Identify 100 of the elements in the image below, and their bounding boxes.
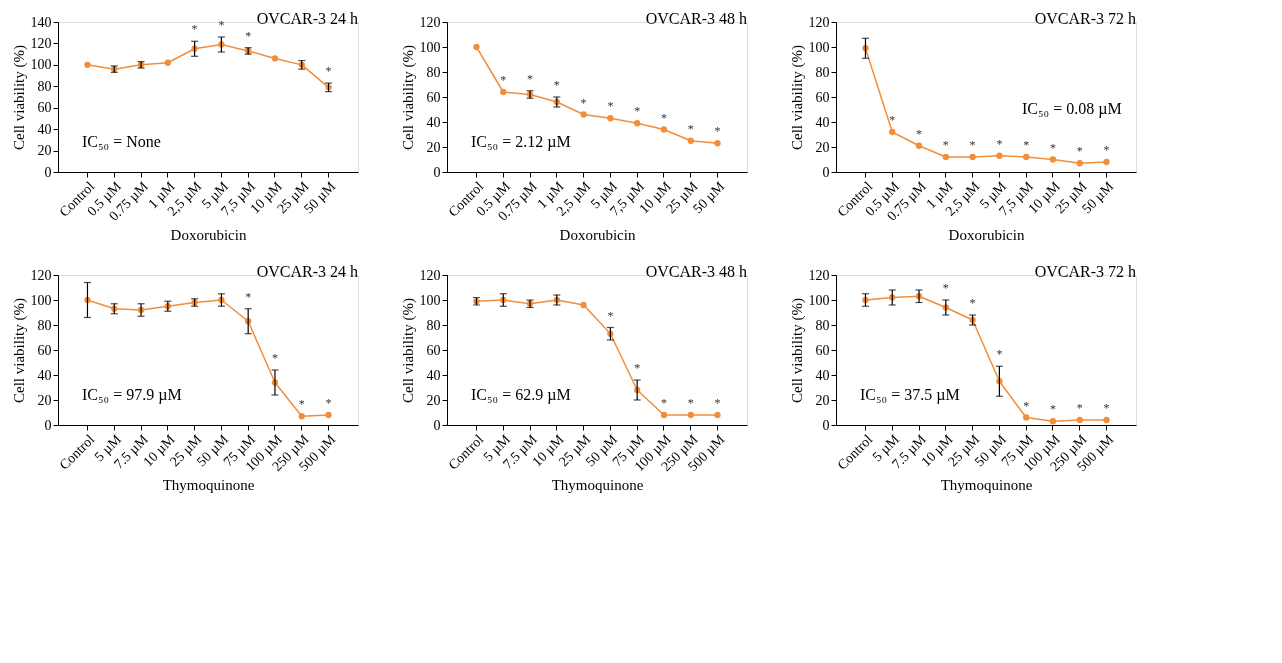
annotation: * — [1103, 143, 1110, 157]
y-tick-label: 0 — [433, 417, 441, 433]
y-tick-label: 0 — [433, 164, 441, 180]
annotation: * — [634, 361, 641, 375]
x-axis-title: Thymoquinone — [162, 477, 255, 494]
annotation: * — [687, 396, 694, 410]
y-axis-title: Cell viability (%) — [10, 45, 28, 150]
y-tick-label: 80 — [426, 317, 441, 333]
chart-title: OVCAR-3 24 h — [256, 263, 358, 280]
annotation: * — [889, 113, 896, 127]
annotation: * — [996, 136, 1003, 151]
y-axis-title: Cell viability (%) — [399, 298, 417, 403]
y-tick-label: 80 — [426, 64, 441, 80]
annotation: * — [1023, 138, 1030, 152]
y-tick-label: 120 — [30, 267, 52, 283]
chart-title: OVCAR-3 72 h — [1034, 263, 1136, 280]
annotation: * — [1049, 402, 1056, 417]
annotation: * — [969, 296, 976, 310]
annotation: IC₅₀ = 62.9 µM — [471, 386, 571, 404]
y-tick-label: 20 — [815, 392, 830, 408]
y-tick-label: 40 — [426, 367, 441, 383]
y-axis-title: Cell viability (%) — [399, 45, 417, 150]
y-tick-label: 120 — [30, 35, 52, 51]
annotation: * — [714, 124, 721, 139]
y-tick-label: 60 — [426, 89, 441, 105]
y-tick-label: 20 — [426, 392, 441, 408]
annotation: * — [271, 351, 278, 365]
y-tick-label: 100 — [419, 292, 441, 308]
annotation: * — [607, 308, 614, 323]
annotation: * — [1049, 140, 1056, 155]
y-tick-label: 0 — [822, 164, 830, 180]
annotation: * — [687, 121, 694, 136]
x-axis-title: Thymoquinone — [551, 477, 644, 494]
annotation: * — [969, 138, 976, 152]
annotation: * — [191, 22, 198, 37]
annotation: * — [942, 281, 949, 295]
y-tick-label: 120 — [808, 14, 830, 30]
annotation: * — [1076, 144, 1083, 159]
annotation: * — [1103, 401, 1110, 415]
y-tick-label: 0 — [44, 417, 52, 433]
annotation: * — [218, 18, 225, 32]
y-tick-label: 100 — [419, 39, 441, 55]
y-tick-label: 60 — [426, 342, 441, 358]
annotation: IC₅₀ = 97.9 µM — [82, 386, 182, 404]
y-axis-title: Cell viability (%) — [788, 45, 806, 150]
annotation: * — [325, 64, 332, 79]
annotation: * — [714, 396, 721, 410]
annotation: * — [660, 396, 667, 410]
y-tick-label: 20 — [37, 392, 52, 408]
x-axis-title: Doxorubicin — [559, 226, 636, 243]
y-tick-label: 40 — [426, 114, 441, 130]
annotation: * — [298, 397, 305, 412]
y-tick-label: 100 — [808, 292, 830, 308]
annotation: * — [942, 138, 949, 152]
y-tick-label: 0 — [822, 417, 830, 433]
annotation: IC₅₀ = 0.08 µM — [1022, 100, 1122, 118]
annotation: * — [996, 347, 1003, 362]
annotation: * — [660, 110, 667, 125]
y-tick-label: 20 — [426, 139, 441, 155]
annotation: * — [916, 126, 923, 141]
y-tick-label: 40 — [37, 121, 52, 137]
y-tick-label: 120 — [419, 14, 441, 30]
y-tick-label: 40 — [815, 367, 830, 383]
y-tick-label: 100 — [30, 57, 52, 73]
annotation: IC₅₀ = None — [82, 133, 161, 150]
chart-title: OVCAR-3 72 h — [1034, 10, 1136, 27]
annotation: * — [1076, 401, 1083, 415]
annotation: * — [580, 95, 587, 110]
x-axis-title: Doxorubicin — [948, 226, 1025, 243]
y-tick-label: 60 — [37, 342, 52, 358]
y-tick-label: 60 — [37, 100, 52, 116]
x-axis-title: Thymoquinone — [940, 477, 1033, 494]
chart-title: OVCAR-3 24 h — [256, 10, 358, 27]
y-tick-label: 20 — [37, 143, 52, 159]
y-tick-label: 60 — [815, 89, 830, 105]
annotation: * — [325, 396, 332, 410]
annotation: * — [607, 99, 614, 114]
annotation: * — [527, 71, 534, 86]
y-tick-label: 40 — [37, 367, 52, 383]
y-tick-label: 20 — [815, 139, 830, 155]
annotation: * — [500, 73, 507, 87]
annotation: * — [1023, 398, 1030, 413]
y-tick-label: 100 — [30, 292, 52, 308]
annotation: * — [245, 289, 252, 304]
y-axis-title: Cell viability (%) — [10, 298, 28, 403]
y-tick-label: 100 — [808, 39, 830, 55]
annotation: IC₅₀ = 2.12 µM — [471, 133, 571, 151]
y-tick-label: 140 — [30, 14, 52, 30]
annotation: * — [634, 104, 641, 119]
y-tick-label: 80 — [815, 64, 830, 80]
y-tick-label: 80 — [815, 317, 830, 333]
annotation: * — [245, 28, 252, 43]
y-tick-label: 0 — [44, 164, 52, 180]
y-tick-label: 60 — [815, 342, 830, 358]
x-axis-title: Doxorubicin — [170, 226, 247, 243]
y-tick-label: 120 — [419, 267, 441, 283]
y-tick-label: 40 — [815, 114, 830, 130]
y-tick-label: 80 — [37, 317, 52, 333]
annotation: IC₅₀ = 37.5 µM — [860, 386, 960, 404]
chart-title: OVCAR-3 48 h — [645, 10, 747, 27]
